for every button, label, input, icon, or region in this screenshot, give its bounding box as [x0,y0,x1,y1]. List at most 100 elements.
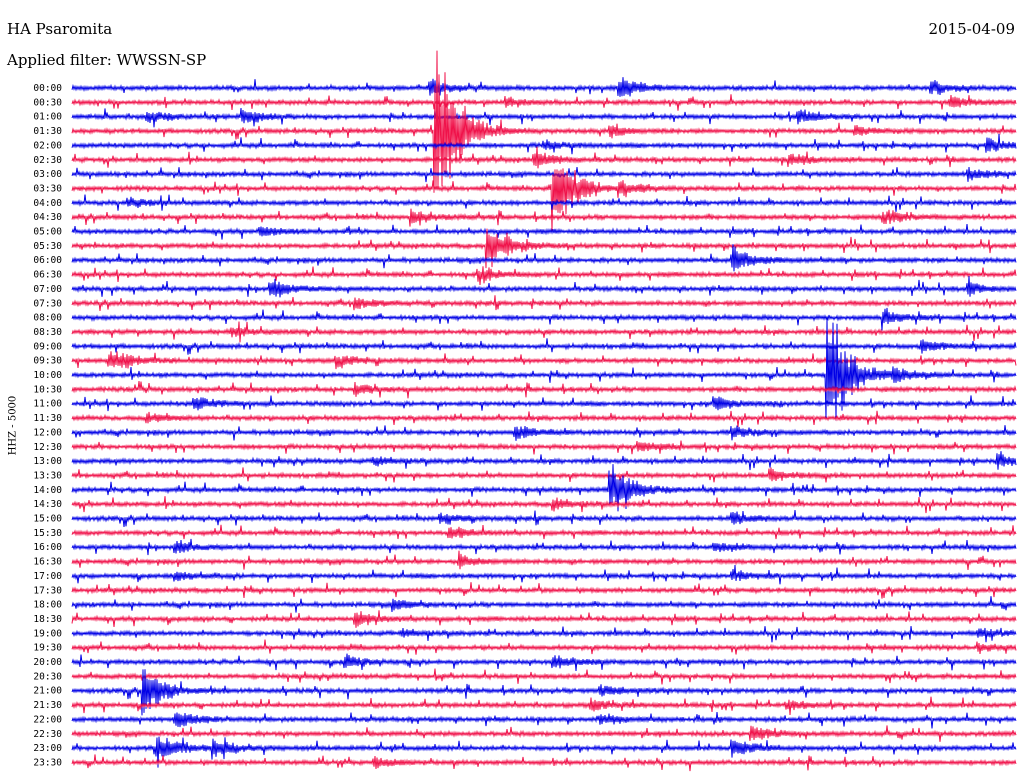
row-label: 05:30 [33,241,62,252]
row-label: 07:00 [33,284,62,295]
trace-row [71,538,1017,556]
row-label: 10:30 [33,384,62,395]
trace-row [71,351,1017,370]
trace-row [71,168,1017,232]
row-label: 22:30 [33,729,62,740]
row-label: 13:00 [33,456,62,467]
row-label: 01:00 [33,112,62,123]
trace-row [71,736,1017,768]
row-label: 02:30 [33,155,62,166]
trace-row [71,295,1017,312]
trace-row [71,509,1017,527]
station-title: HA Psaromita [7,20,113,38]
row-label: 12:30 [33,442,62,453]
trace-row [71,464,1017,512]
trace-row [71,712,1017,729]
trace-row [71,754,1017,772]
row-label: 05:00 [33,227,62,238]
row-label: 19:00 [33,628,62,639]
row-label: 16:00 [33,542,62,553]
trace-row [71,596,1017,613]
row-label: 11:30 [33,413,62,424]
trace-row [71,266,1017,286]
trace-row [71,321,1017,343]
row-label: 12:00 [33,427,62,438]
row-label: 17:00 [33,571,62,582]
row-label: 20:30 [33,671,62,682]
date-label: 2015-04-09 [928,20,1015,38]
row-label: 08:00 [33,313,62,324]
trace-row [71,194,1017,212]
trace-row [71,276,1017,298]
trace-row [71,582,1017,599]
trace-row [71,496,1017,514]
row-label: 03:00 [33,169,62,180]
trace-row [71,208,1017,227]
row-label: 06:00 [33,255,62,266]
trace-row [71,133,1017,155]
row-label: 14:00 [33,485,62,496]
trace-row [71,395,1017,412]
trace-row [71,146,1017,169]
trace-row [71,307,1017,331]
row-label: 10:00 [33,370,62,381]
trace-row [71,107,1017,128]
trace-row [71,639,1017,655]
row-label: 16:30 [33,557,62,568]
trace-row [71,166,1017,183]
row-label: 22:00 [33,714,62,725]
row-label: 09:00 [33,341,62,352]
trace-row [71,524,1017,540]
row-label: 17:30 [33,585,62,596]
trace-row [71,653,1017,671]
row-label: 11:00 [33,399,62,410]
row-label: 18:00 [33,600,62,611]
row-label: 01:30 [33,126,62,137]
trace-row [71,410,1017,428]
row-label: 15:00 [33,514,62,525]
filter-label: Applied filter: WWSSN-SP [7,51,207,69]
row-label: 21:00 [33,686,62,697]
row-label: 13:30 [33,470,62,481]
row-label: 02:00 [33,140,62,151]
row-label: 19:30 [33,643,62,654]
row-label: 18:30 [33,614,62,625]
trace-row [71,725,1017,742]
trace-row [71,50,1017,193]
trace-row [71,550,1017,570]
trace-row [71,669,1017,716]
trace-row [71,467,1017,483]
row-label: 03:30 [33,183,62,194]
trace-row [71,77,1017,97]
row-label: 08:30 [33,327,62,338]
trace-row [71,626,1017,643]
trace-row [71,94,1017,111]
trace-row [71,610,1017,628]
trace-row [71,228,1017,269]
trace-row [71,380,1017,399]
row-label: 15:30 [33,528,62,539]
trace-row [71,338,1017,355]
row-label: 06:30 [33,270,62,281]
row-label: 14:30 [33,499,62,510]
trace-row [71,440,1017,455]
trace-row [71,244,1017,272]
trace-row [71,425,1017,441]
trace-row [71,223,1017,240]
row-label: 09:30 [33,356,62,367]
row-label: 21:30 [33,700,62,711]
row-label: 00:00 [33,83,62,94]
row-label: 04:00 [33,198,62,209]
row-label: 23:30 [33,757,62,768]
row-label: 04:30 [33,212,62,223]
trace-row [71,564,1017,585]
trace-row [71,668,1017,685]
trace-row [71,696,1017,716]
row-label: 07:30 [33,298,62,309]
trace-row [71,451,1017,471]
trace-row [71,316,1017,421]
row-label: 20:00 [33,657,62,668]
row-label: 23:00 [33,743,62,754]
row-label: 00:30 [33,97,62,108]
